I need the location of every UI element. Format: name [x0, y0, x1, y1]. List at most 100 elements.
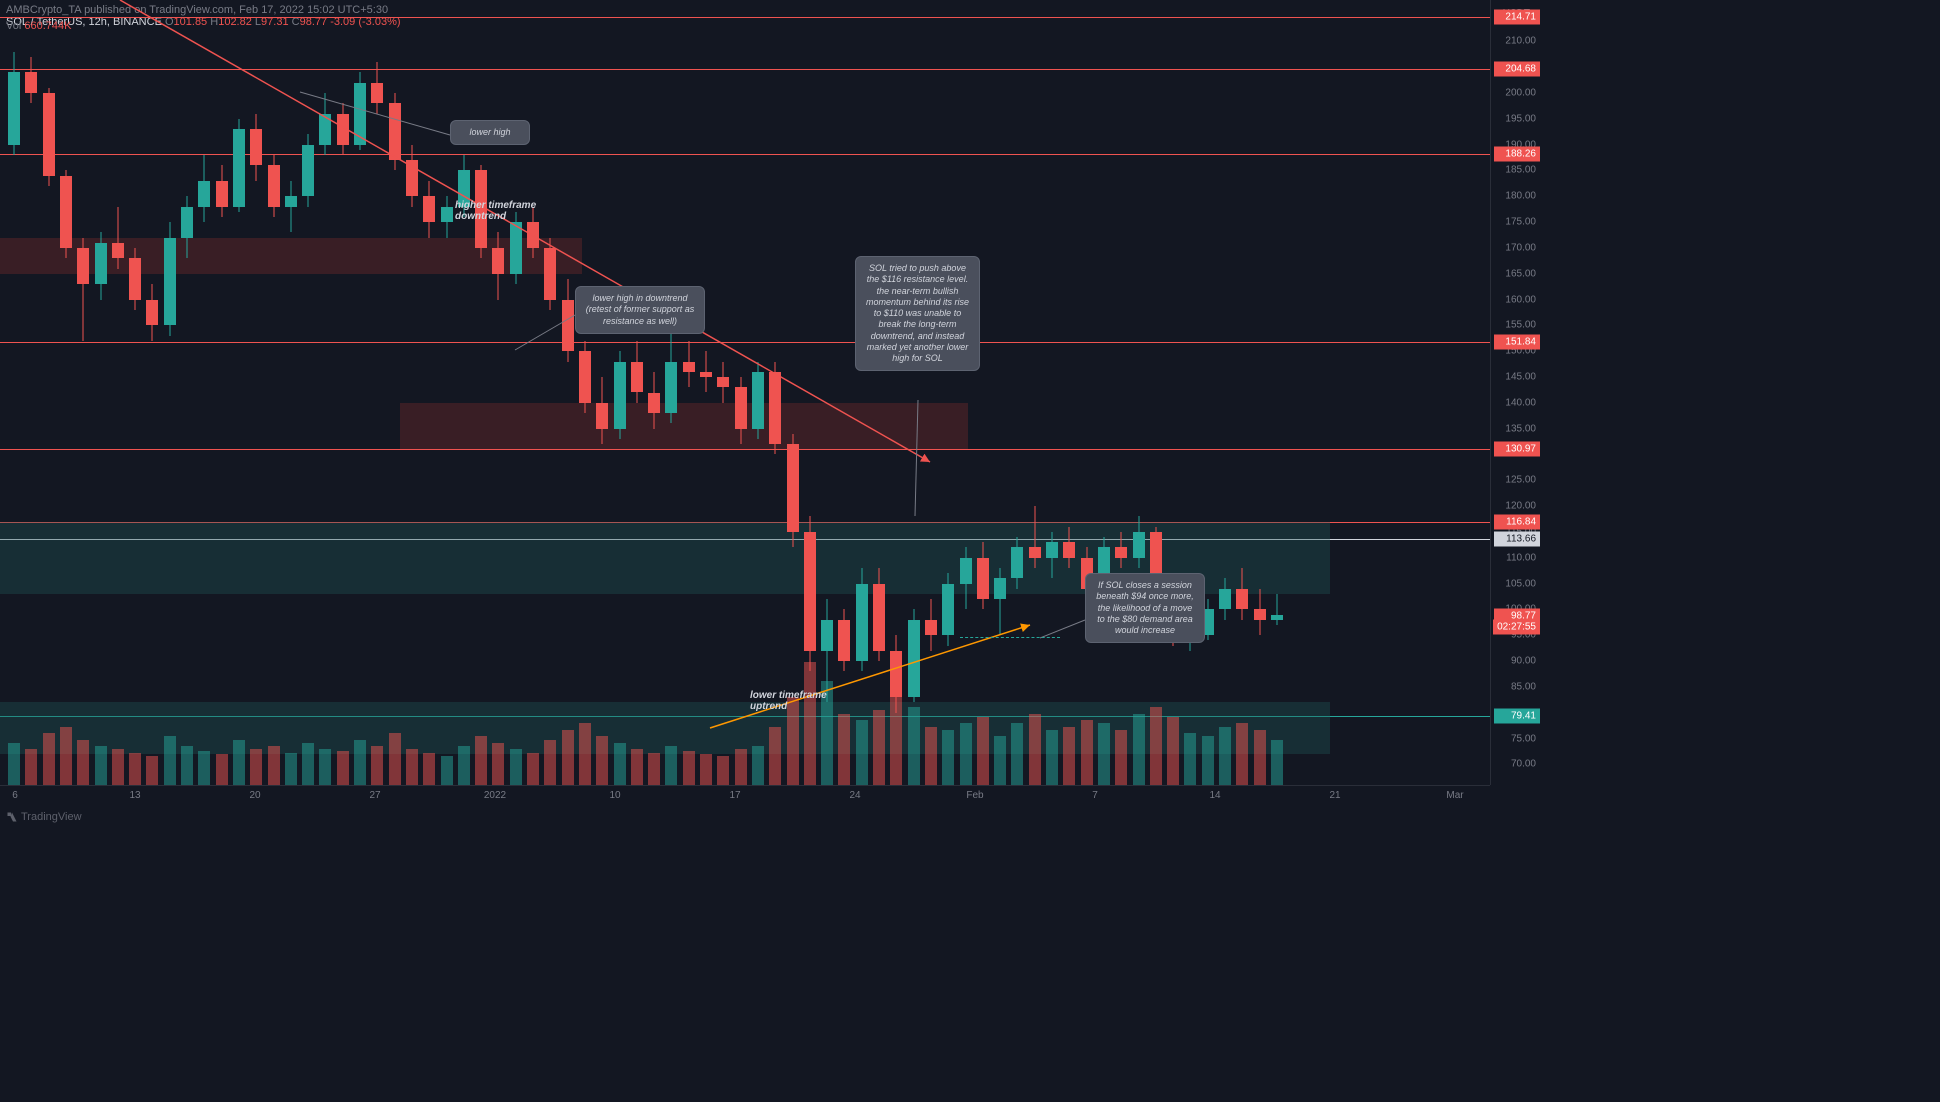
horizontal-line	[0, 342, 1490, 343]
x-tick: 17	[729, 790, 740, 801]
time-axis[interactable]: 61320272022101724Feb71421Mar	[0, 785, 1490, 809]
x-tick: 7	[1092, 790, 1098, 801]
horizontal-line	[0, 449, 1490, 450]
volume-bar	[579, 723, 591, 785]
horizontal-line	[0, 69, 1490, 70]
y-tick: 165.00	[1505, 268, 1536, 279]
volume-bar	[354, 740, 366, 786]
x-tick: 24	[849, 790, 860, 801]
x-tick: 20	[249, 790, 260, 801]
y-tick: 110.00	[1506, 552, 1536, 563]
volume-bar	[423, 753, 435, 786]
volume-bar	[181, 746, 193, 785]
volume-bar	[1133, 714, 1145, 786]
volume-bar	[285, 753, 297, 786]
volume-bar	[1202, 736, 1214, 785]
volume-bar	[838, 714, 850, 786]
volume-bar	[1081, 720, 1093, 785]
volume-bar	[146, 756, 158, 785]
volume-bar	[735, 749, 747, 785]
volume-bar	[389, 733, 401, 785]
volume-bar	[129, 753, 141, 786]
dashed-support-line	[960, 637, 1060, 638]
volume-bar	[164, 736, 176, 785]
annotation-box: lower high in downtrend (retest of forme…	[575, 286, 705, 334]
x-tick: 13	[129, 790, 140, 801]
volume-bar	[890, 688, 902, 786]
y-tick: 125.00	[1505, 475, 1536, 486]
volume-bar	[475, 736, 487, 785]
volume-bar	[1167, 717, 1179, 785]
volume-bar	[25, 749, 37, 785]
x-tick: 14	[1209, 790, 1220, 801]
volume-bar	[527, 753, 539, 786]
volume-bar	[233, 740, 245, 786]
y-tick: 85.00	[1511, 681, 1536, 692]
y-tick: 170.00	[1505, 242, 1536, 253]
volume-bar	[77, 740, 89, 786]
y-tick: 70.00	[1511, 759, 1536, 770]
volume-bar	[319, 749, 331, 785]
tradingview-icon	[6, 811, 18, 823]
volume-bar	[1184, 733, 1196, 785]
volume-bar	[1029, 714, 1041, 786]
volume-bar	[43, 733, 55, 785]
price-zone	[400, 403, 968, 450]
x-tick: 6	[12, 790, 18, 801]
volume-bar	[908, 707, 920, 785]
price-tag: 151.84	[1494, 334, 1540, 349]
volume-bar	[60, 727, 72, 786]
volume-bar	[1271, 740, 1283, 786]
x-tick: Feb	[966, 790, 983, 801]
volume-bar	[1046, 730, 1058, 785]
volume-bar	[1254, 730, 1266, 785]
volume-bar	[112, 749, 124, 785]
annotation-box: lower high	[450, 120, 530, 145]
annotation-box: SOL tried to push above the $116 resista…	[855, 256, 980, 371]
y-tick: 140.00	[1505, 397, 1536, 408]
chart-plot-area[interactable]: lower high lower high in downtrend (retes…	[0, 0, 1490, 785]
volume-bar	[942, 730, 954, 785]
volume-bar	[95, 746, 107, 785]
x-tick: 2022	[484, 790, 506, 801]
volume-bar	[960, 723, 972, 785]
volume-bar	[510, 749, 522, 785]
y-tick: 90.00	[1511, 656, 1536, 667]
price-tag: 02:27:55	[1493, 620, 1540, 635]
volume-bar	[458, 746, 470, 785]
volume-bar	[1219, 727, 1231, 786]
volume-bar	[769, 727, 781, 786]
volume-bar	[856, 720, 868, 785]
horizontal-line	[0, 17, 1490, 18]
free-text-label: higher timeframedowntrend	[455, 200, 536, 222]
y-tick: 195.00	[1505, 113, 1536, 124]
free-text-label: lower timeframeuptrend	[750, 690, 827, 712]
volume-bar	[441, 756, 453, 785]
y-tick: 185.00	[1505, 165, 1536, 176]
volume-bar	[1011, 723, 1023, 785]
volume-bar	[873, 710, 885, 785]
y-tick: 160.00	[1505, 294, 1536, 305]
price-tag: 214.71	[1494, 9, 1540, 24]
price-tag: 188.26	[1494, 146, 1540, 161]
volume-bar	[562, 730, 574, 785]
y-tick: 145.00	[1505, 372, 1536, 383]
volume-bar	[994, 736, 1006, 785]
volume-bar	[631, 749, 643, 785]
y-tick: 175.00	[1505, 217, 1536, 228]
price-tag: 130.97	[1494, 442, 1540, 457]
price-tag: 116.84	[1494, 515, 1540, 530]
volume-bar	[250, 749, 262, 785]
y-tick: 210.00	[1505, 36, 1536, 47]
volume-bar	[216, 754, 228, 785]
y-tick: 105.00	[1505, 578, 1536, 589]
volume-bar	[492, 743, 504, 785]
volume-bar	[683, 751, 695, 785]
y-tick: 120.00	[1505, 501, 1536, 512]
chart-container: AMBCrypto_TA published on TradingView.co…	[0, 0, 1540, 827]
y-tick: 135.00	[1505, 423, 1536, 434]
price-axis[interactable]: USDT 70.0075.0080.0085.0090.0095.00100.0…	[1490, 0, 1540, 785]
x-tick: 10	[609, 790, 620, 801]
volume-bar	[1236, 723, 1248, 785]
y-tick: 155.00	[1505, 320, 1536, 331]
